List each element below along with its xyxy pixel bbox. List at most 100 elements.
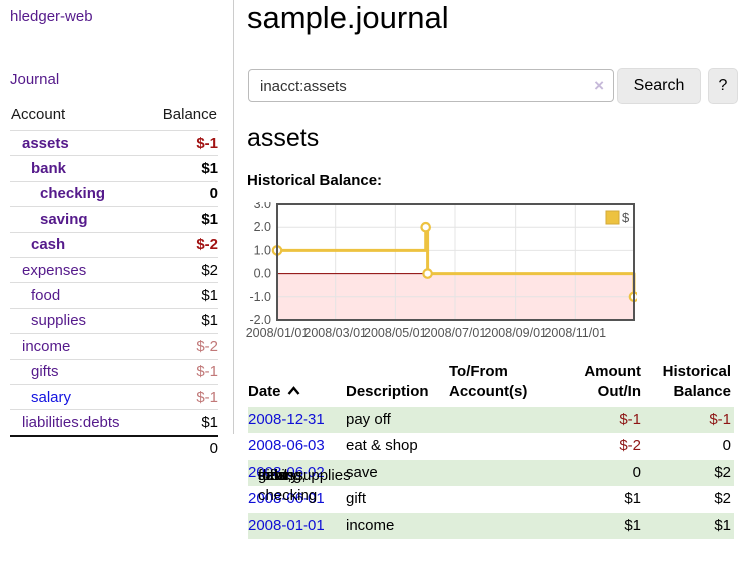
accounts-total-row: 0 [10,435,218,461]
chart-y-tick-label: 0.0 [254,267,271,281]
transaction-balance: $-1 [641,407,734,434]
transaction-balance: $1 [641,513,734,540]
account-balance: $-2 [196,338,218,355]
transaction-balance: $2 [641,486,734,513]
account-heading: assets [247,124,319,153]
chart-data-point [423,269,431,277]
chart-y-tick-label: -2.0 [249,313,271,327]
account-balance: $-2 [196,236,218,253]
chart-x-tick-label: 2008/03/01 [304,326,367,340]
register-col-amount: Amount Out/In [569,360,641,407]
sidebar-account-row: expenses $2 [10,257,218,282]
transaction-accounts: salary [258,463,466,490]
sidebar-account-row: supplies $1 [10,308,218,333]
transaction-balance: 0 [641,433,734,460]
register-col-description: Description [346,360,449,407]
accounts-list: assets $-1 bank $1 checking 0 saving $1 cash $-2 e… [10,130,218,435]
account-link[interactable]: assets [10,135,69,152]
chart-x-tick-label: 2008/11/01 [544,326,606,340]
register-col-balance: Historical Balance [641,360,734,407]
account-balance: $1 [201,312,218,329]
account-link[interactable]: gifts [10,363,59,380]
chart-x-tick-label: 2008/01/01 [246,326,309,340]
chart-x-tick-label: 2008/09/01 [484,326,547,340]
sidebar-account-row: gifts $-1 [10,359,218,384]
transaction-date-link[interactable]: 2008-01-01 [248,513,346,540]
sidebar-account-row: salary $-1 [10,384,218,409]
transaction-description: income [346,513,449,540]
sort-ascending-icon [287,386,300,396]
chart-x-tick-label: 2008/07/01 [424,326,487,340]
sidebar-account-row: bank $1 [10,155,218,180]
account-balance: $-1 [196,389,218,406]
nav-journal-link[interactable]: Journal [10,71,59,88]
account-link[interactable]: cash [10,236,65,253]
chart-y-tick-label: -1.0 [249,290,271,304]
register-table: Date Description To/From Account(s) Amou… [248,360,734,539]
transaction-description: pay off [346,407,449,434]
sidebar-divider [233,0,234,434]
search-input[interactable] [258,71,582,102]
account-link[interactable]: salary [10,389,71,406]
sidebar-account-row: assets $-1 [10,130,218,155]
transaction-amount: $-2 [569,433,641,460]
account-balance: $2 [201,262,218,279]
accounts-col-account: Account [11,106,65,123]
account-link[interactable]: checking [10,185,105,202]
sidebar-account-row: cash $-2 [10,232,218,257]
historical-balance-chart[interactable]: $3.0 2.0 1.0 0.0 -1.0 -2.02008/01/012008/03/0… [241,202,637,343]
account-balance: $1 [201,287,218,304]
chart-label: Historical Balance: [247,172,382,189]
account-link[interactable]: liabilities:debts [10,414,120,431]
account-link[interactable]: supplies [10,312,86,329]
transaction-amount: $-1 [569,407,641,434]
account-balance: $1 [201,414,218,431]
account-balance: $1 [201,160,218,177]
sidebar-account-row: saving $1 [10,206,218,231]
sidebar-account-row: checking 0 [10,181,218,206]
chart-y-tick-label: 2.0 [254,220,271,234]
accounts-total-value: 0 [210,440,218,457]
chart-y-tick-label: 1.0 [254,243,271,257]
register-col-date[interactable]: Date [248,360,346,407]
chart-x-tick-label: 2008/05/01 [364,326,427,340]
chart-legend-label: $ [622,210,630,225]
sidebar-account-row: income $-2 [10,333,218,358]
register-header-row: Date Description To/From Account(s) Amou… [248,360,734,407]
register-col-accounts: To/From Account(s) [449,360,569,407]
transaction-amount: 0 [569,460,641,487]
account-link[interactable]: bank [10,160,66,177]
account-link[interactable]: food [10,287,60,304]
help-button[interactable]: ? [708,68,738,104]
accounts-panel: Account Balance assets $-1 bank $1 checking 0… [10,103,218,461]
register-row: 2008-06-03eat & shopfood, supplies$-20 [248,433,734,460]
account-balance: $-1 [196,363,218,380]
register-row: 2008-12-31pay offdebts$-1$-1 [248,407,734,434]
account-balance: 0 [210,185,218,202]
transaction-description: eat & shop [346,433,449,460]
search-box: × [248,69,614,102]
account-link[interactable]: expenses [10,262,86,279]
sidebar-account-row: liabilities:debts $1 [10,409,218,434]
transaction-date-link[interactable]: 2008-12-31 [248,407,346,434]
chart-data-point [422,223,430,231]
hledger-web-app: hledger-web Journal Account Balance asse… [0,0,742,582]
app-brand-link[interactable]: hledger-web [10,8,93,25]
chart-legend-swatch [606,211,619,224]
account-balance: $1 [201,211,218,228]
account-balance: $-1 [196,135,218,152]
transaction-amount: $1 [569,513,641,540]
sidebar-account-row: food $1 [10,282,218,307]
search-button[interactable]: Search [617,68,701,104]
clear-search-icon[interactable]: × [594,77,604,94]
accounts-col-balance: Balance [163,106,217,123]
account-link[interactable]: income [10,338,70,355]
accounts-table-header: Account Balance [10,103,218,130]
page-title: sample.journal [247,0,449,36]
transaction-amount: $1 [569,486,641,513]
account-link[interactable]: saving [10,211,88,228]
chart-y-tick-label: 3.0 [254,202,271,211]
transaction-balance: $2 [641,460,734,487]
transaction-date-link[interactable]: 2008-06-03 [248,433,346,460]
register-row: 2008-01-01incomesalary$1$1 [248,513,734,540]
